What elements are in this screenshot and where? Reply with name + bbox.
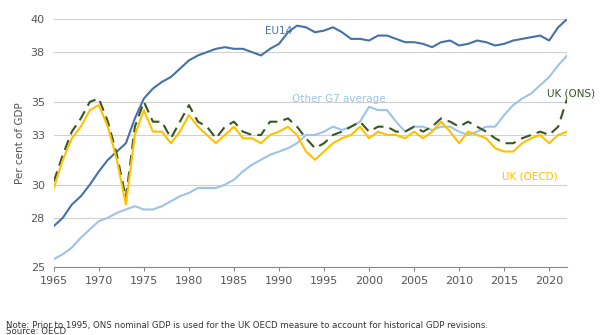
Text: Note: Prior to 1995, ONS nominal GDP is used for the UK OECD measure to account : Note: Prior to 1995, ONS nominal GDP is … <box>6 321 488 330</box>
Y-axis label: Per cent of GDP: Per cent of GDP <box>15 103 25 184</box>
Text: Source: OECD: Source: OECD <box>6 327 66 335</box>
Text: UK (OECD): UK (OECD) <box>502 172 558 181</box>
Text: UK (ONS): UK (ONS) <box>547 88 595 98</box>
Text: EU14: EU14 <box>266 25 293 36</box>
Text: Other G7 average: Other G7 average <box>293 93 386 104</box>
